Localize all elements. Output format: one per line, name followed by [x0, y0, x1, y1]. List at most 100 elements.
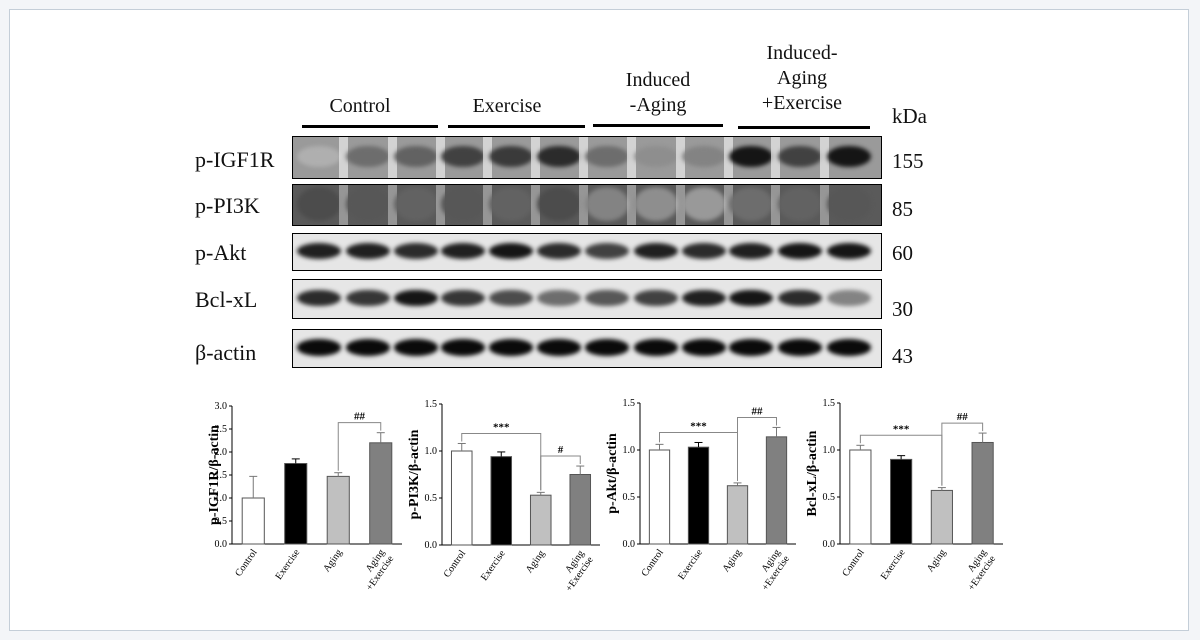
blot-lane-gap [771, 185, 780, 225]
blot-band [394, 289, 438, 307]
y-tick-label: 0.5 [623, 492, 636, 503]
blot-band [778, 187, 822, 221]
blot-lane-gap [820, 185, 829, 225]
y-axis-label: p-PI3K/β-actin [407, 429, 422, 519]
blot-band [729, 187, 773, 221]
y-tick-label: 0.0 [215, 539, 228, 550]
blot-band [489, 187, 533, 221]
x-tick-label-line: Aging [925, 547, 948, 574]
blot-band [394, 145, 438, 168]
blot-band [778, 145, 822, 168]
significance-label: ## [354, 411, 366, 423]
y-tick-label: 1.0 [623, 445, 636, 456]
blot-lane-gap [388, 137, 397, 178]
blot-band [682, 243, 726, 259]
blot-lane-gap [676, 185, 685, 225]
blot-band [682, 289, 726, 307]
blot-band [827, 187, 871, 221]
row-label-bcl-xl: Bcl-xL [195, 287, 258, 312]
blot-band [827, 243, 871, 259]
y-tick-label: 0.0 [425, 540, 438, 551]
significance-label: # [558, 444, 564, 456]
y-axis-label: Bcl-xL/β-actin [805, 430, 820, 516]
blot-lane-gap [579, 137, 588, 178]
blot-band [394, 243, 438, 259]
significance-label: *** [893, 423, 910, 435]
blot-band [297, 243, 341, 259]
blot-band [585, 145, 629, 168]
kda-value-bcl-xl: 30 [892, 297, 913, 321]
blot-band [682, 187, 726, 221]
blot-band [729, 243, 773, 259]
blot-strip-beta-actin [292, 329, 882, 368]
blot-band [682, 339, 726, 356]
blot-band [729, 289, 773, 307]
blot-lane-gap [771, 137, 780, 178]
bar [890, 458, 913, 545]
x-tick-label: Control [840, 547, 867, 579]
blot-band [585, 187, 629, 221]
significance-bracket [337, 422, 382, 471]
y-tick-label: 1.5 [425, 399, 438, 410]
row-label-beta-actin: β-actin [195, 340, 257, 365]
y-tick-label: 0.0 [623, 539, 636, 550]
blot-band [441, 145, 485, 168]
y-tick-label: 0.5 [215, 516, 228, 527]
blot-band [634, 243, 678, 259]
blot-band [441, 187, 485, 221]
group-line-induced-aging-exercise [738, 126, 870, 129]
blot-band [827, 339, 871, 356]
bar [930, 489, 953, 545]
kda-value-p-akt: 60 [892, 241, 913, 265]
blot-band [394, 187, 438, 221]
blot-band [441, 243, 485, 259]
blot-band [297, 145, 341, 168]
group-label-induced-aging-exercise: Induced- Aging +Exercise [761, 42, 843, 114]
group-line-exercise [448, 125, 585, 128]
blot-band [346, 289, 390, 307]
blot-lane-gap [676, 137, 685, 178]
blot-band [441, 339, 485, 356]
y-tick-label: 0.0 [823, 539, 836, 550]
blot-lane-gap [724, 185, 733, 225]
significance-label: ## [957, 411, 969, 423]
y-tick-label: 3.0 [215, 401, 228, 412]
blot-band [489, 145, 533, 168]
significance-label: ## [752, 405, 764, 417]
kda-header: kDa [892, 104, 927, 128]
x-tick-label-line: Exercise [879, 547, 908, 582]
bar [971, 441, 994, 545]
blot-lane-gap [483, 185, 492, 225]
y-axis-label: p-IGF1R/β-actin [207, 425, 222, 525]
blot-lane-gap [436, 137, 445, 178]
y-tick-label: 1.0 [823, 445, 836, 456]
blot-band [441, 289, 485, 307]
y-axis-label: p-Akt/β-actin [605, 433, 620, 514]
y-tick-label: 1.5 [823, 398, 836, 409]
blot-lane-gap [820, 137, 829, 178]
blot-band [634, 187, 678, 221]
blot-lane-gap [339, 137, 348, 178]
blot-strip-p-pi3k [292, 184, 882, 226]
y-tick-label: 0.5 [425, 493, 438, 504]
x-tick-label-line: Control [840, 547, 867, 579]
y-tick-label: 2.0 [215, 447, 228, 458]
group-line-induced-aging [593, 124, 723, 127]
blot-band [682, 145, 726, 168]
x-tick-label: Aging [925, 547, 948, 574]
blot-strip-p-igf1r [292, 136, 882, 179]
blot-band [729, 339, 773, 356]
blot-band [778, 243, 822, 259]
bar [849, 449, 872, 545]
blot-band [778, 339, 822, 356]
blot-lane-gap [627, 185, 636, 225]
y-tick-label: 1.0 [425, 446, 438, 457]
group-line-control [302, 125, 438, 128]
blot-band [346, 145, 390, 168]
blot-strip-p-akt [292, 233, 882, 271]
blot-lane-gap [579, 185, 588, 225]
blot-band [537, 339, 581, 356]
blot-band [634, 289, 678, 307]
blot-band [489, 339, 533, 356]
